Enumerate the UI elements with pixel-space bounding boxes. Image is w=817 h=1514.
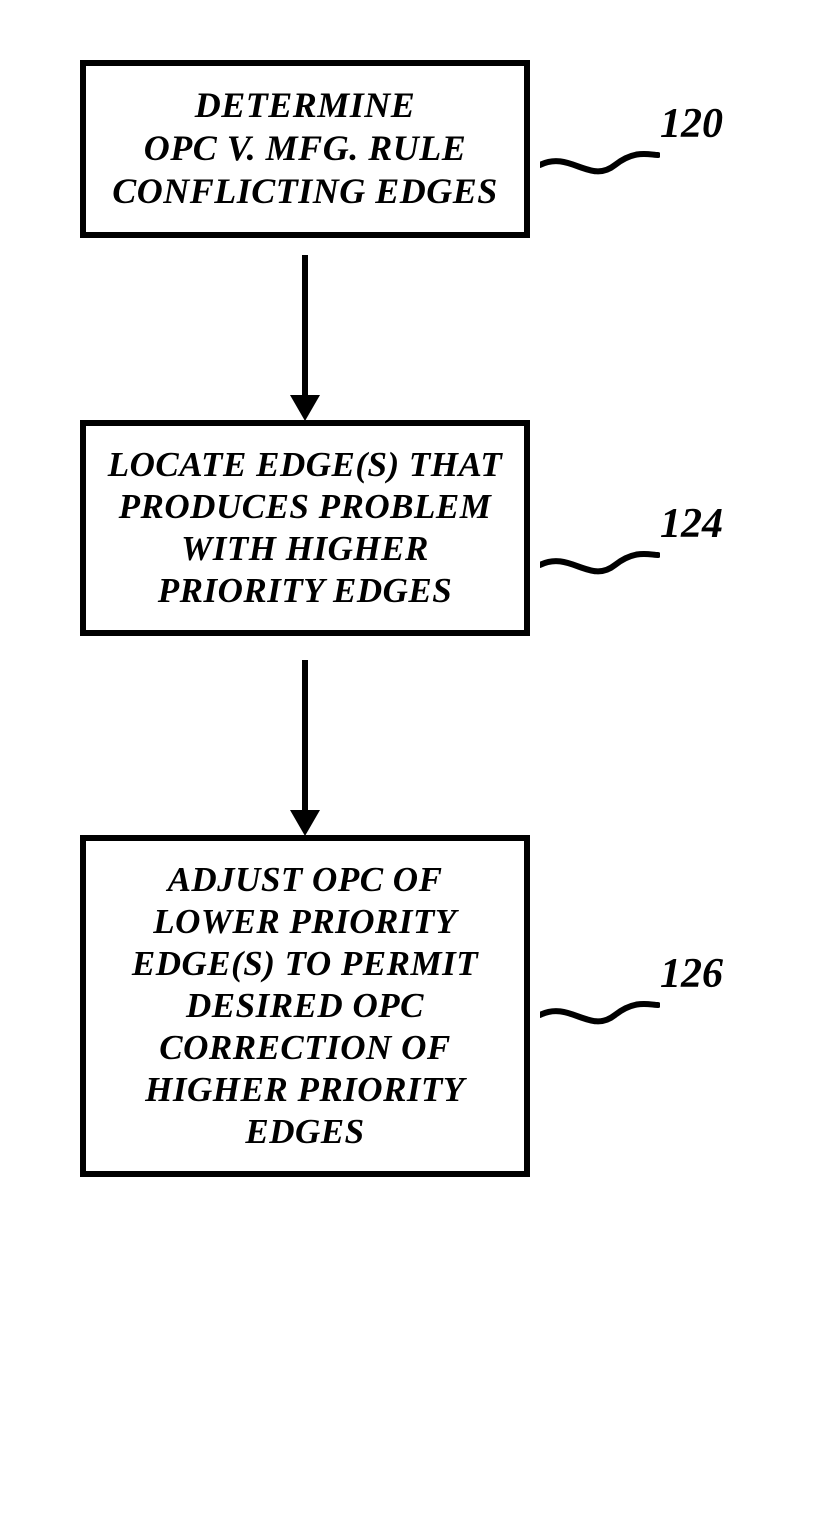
box3-line6: HIGHER PRIORITY xyxy=(98,1069,512,1111)
box3-line7: EDGES xyxy=(98,1111,512,1153)
box3-line2: LOWER PRIORITY xyxy=(98,901,512,943)
ref-connector-120 xyxy=(540,135,660,190)
ref-connector-124 xyxy=(540,535,660,590)
arrow-box2-to-box3 xyxy=(80,660,530,835)
box1-line2: OPC V. MFG. RULE xyxy=(98,127,512,170)
flow-box-locate: LOCATE EDGE(S) THAT PRODUCES PROBLEM WIT… xyxy=(80,420,530,636)
box3-line3: EDGE(S) TO PERMIT xyxy=(98,943,512,985)
ref-number-124: 124 xyxy=(660,500,723,548)
box3-line1: ADJUST OPC OF xyxy=(98,859,512,901)
flow-box-determine: DETERMINE OPC V. MFG. RULE CONFLICTING E… xyxy=(80,60,530,238)
box3-line5: CORRECTION OF xyxy=(98,1027,512,1069)
arrow-head-icon xyxy=(290,395,320,421)
box1-line1: DETERMINE xyxy=(98,84,512,127)
ref-number-126: 126 xyxy=(660,950,723,998)
box2-line1: LOCATE EDGE(S) THAT xyxy=(98,444,512,486)
box1-line3: CONFLICTING EDGES xyxy=(98,170,512,213)
arrow-box1-to-box2 xyxy=(80,255,530,420)
arrow-line xyxy=(302,255,308,395)
box2-line3: WITH HIGHER xyxy=(98,528,512,570)
arrow-head-icon xyxy=(290,810,320,836)
arrow-line xyxy=(302,660,308,810)
box3-line4: DESIRED OPC xyxy=(98,985,512,1027)
flow-box-adjust: ADJUST OPC OF LOWER PRIORITY EDGE(S) TO … xyxy=(80,835,530,1177)
ref-connector-126 xyxy=(540,985,660,1040)
box2-line2: PRODUCES PROBLEM xyxy=(98,486,512,528)
ref-number-120: 120 xyxy=(660,100,723,148)
box2-line4: PRIORITY EDGES xyxy=(98,570,512,612)
